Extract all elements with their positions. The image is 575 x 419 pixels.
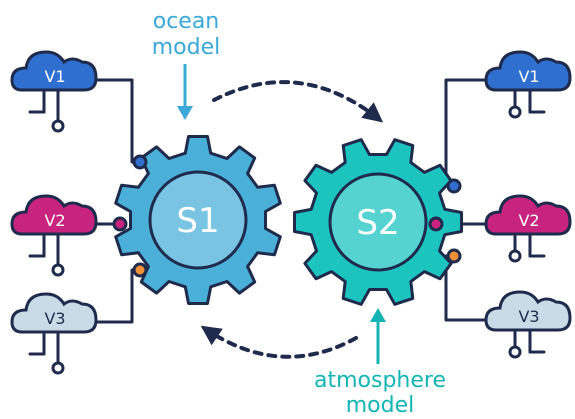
plug-end-left-v3	[51, 361, 65, 375]
cloud-right-v2-shape	[484, 194, 572, 236]
cloud-right-v1: V1	[484, 50, 572, 92]
connector-right-v1	[444, 78, 492, 188]
cloud-right-v2-label: V2	[518, 211, 539, 230]
cloud-left-v3-shape	[10, 292, 98, 334]
plug-right-v3	[513, 330, 532, 354]
cloud-left-v2: V2	[10, 194, 98, 236]
gear-s2-label: S2	[356, 203, 399, 243]
cloud-left-v3-label: V3	[44, 309, 65, 328]
plug-right-v2	[513, 234, 532, 258]
ocean-model-label-line2: model	[152, 35, 221, 60]
cloud-right-v3: V3	[484, 290, 572, 332]
gear-s2-hub	[328, 172, 428, 272]
gear-s1-hub	[148, 170, 248, 270]
cloud-right-v3-shape	[484, 290, 572, 332]
plug-end-right-v2	[508, 249, 522, 263]
port-dot-right-v3	[446, 248, 462, 264]
plug-end-left-v1	[51, 119, 65, 133]
cloud-left-v2-label: V2	[44, 211, 65, 230]
cloud-right-v3-label: V3	[518, 307, 539, 326]
plug-end-left-v2	[51, 263, 65, 277]
atmosphere-model-arrow	[370, 308, 386, 364]
cloud-right-v1-label: V1	[518, 67, 539, 86]
plug-right-v1	[513, 90, 532, 114]
port-dot-left-v2	[112, 216, 128, 232]
gear-s1-label: S1	[176, 201, 219, 241]
connector-right-v3	[444, 254, 492, 322]
plug-left-v3	[42, 332, 60, 364]
gear-s1-shape	[114, 135, 282, 305]
plug-left-v1	[42, 90, 60, 122]
cloud-left-v1-shape	[10, 50, 98, 92]
plug-end-right-v1	[508, 105, 522, 119]
port-dot-left-v1	[132, 154, 148, 170]
cloud-left-v1: V1	[10, 50, 98, 92]
gear-s1: S1	[114, 135, 282, 305]
plug-end-right-v3	[508, 345, 522, 359]
ocean-model-label-line1: ocean	[153, 9, 220, 34]
gear-s2: S2	[293, 138, 463, 306]
connector-left-v1	[94, 78, 142, 164]
port-dots	[112, 154, 462, 278]
atmosphere-model-label-line2: model	[346, 393, 415, 418]
cloud-left-v1-label: V1	[44, 67, 65, 86]
port-dot-left-v3	[132, 262, 148, 278]
gear-s2-shape	[293, 138, 463, 306]
ocean-model-arrow	[177, 64, 193, 120]
plug-left-v2	[42, 234, 60, 266]
port-dot-right-v2	[428, 216, 444, 232]
atmosphere-model-label-line1: atmosphere	[314, 368, 446, 393]
cloud-right-v2: V2	[484, 194, 572, 236]
port-dot-right-v1	[446, 178, 462, 194]
cloud-right-v1-shape	[484, 50, 572, 92]
cloud-left-v2-shape	[10, 194, 98, 236]
cloud-left-v3: V3	[10, 292, 98, 334]
dashed-arrow-bottom	[200, 325, 358, 359]
connector-left-v3	[94, 268, 142, 324]
dashed-arrow-top	[212, 80, 384, 123]
